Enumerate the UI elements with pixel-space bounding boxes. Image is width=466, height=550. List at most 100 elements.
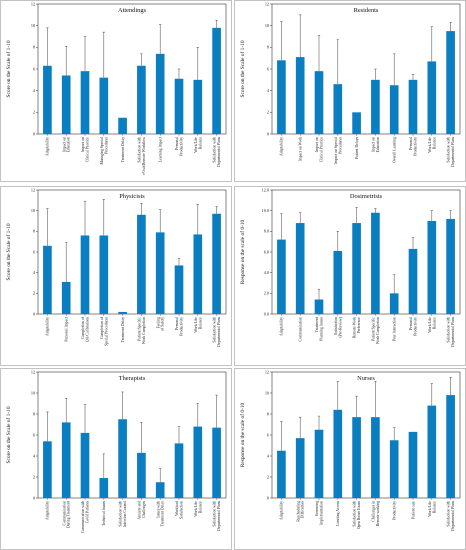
bar xyxy=(99,235,109,314)
y-tick-label: 2 xyxy=(33,110,35,115)
bar xyxy=(371,212,380,314)
bar xyxy=(352,112,361,134)
category-label: CommunicationDuring Treatment xyxy=(62,500,70,528)
y-tick-label: 2 xyxy=(33,474,35,479)
y-tick-label: 12 xyxy=(265,369,269,374)
category-label: ReschedulingDifficulties xyxy=(296,500,304,521)
y-tick-label: 8 xyxy=(267,45,269,50)
y-tick-label: 10 xyxy=(265,390,269,395)
y-tick-label: 8 xyxy=(267,411,269,416)
chart-title: Therapists xyxy=(119,375,146,382)
category-label: Impact onEducation xyxy=(62,137,70,152)
bar xyxy=(212,27,221,134)
category-label: Patient care xyxy=(411,501,415,519)
bar xyxy=(333,250,343,314)
category-label: Satisfaction withDepartmental Plans xyxy=(213,136,221,166)
chart-panel: Physicists 0 2 4 6 8 10 12 Score on the Scale of… xyxy=(0,186,232,366)
y-tick-label: 8 xyxy=(33,411,35,416)
y-tick-label: 6 xyxy=(33,432,35,437)
category-label: Patient Delays xyxy=(355,136,359,159)
bar xyxy=(118,419,127,498)
y-tick-label: 4 xyxy=(33,453,36,458)
chart-panel: Therapists 0 2 4 6 8 10 12 Score on the Scale of… xyxy=(0,368,232,550)
y-tick-label: 2 xyxy=(267,110,269,115)
category-label: Overall Learning xyxy=(393,137,397,163)
y-tick-label: 8.0 xyxy=(264,229,269,234)
bar xyxy=(446,218,455,314)
chart-panel: Residents 0 2 4 6 8 10 12 Score on the Scale of … xyxy=(234,0,466,182)
category-label: Impact onClinical Practice xyxy=(315,137,323,163)
category-label: Satisfaction withInfection Control xyxy=(119,501,127,527)
category-label: Technical Issues xyxy=(102,500,106,525)
category-label: Impact onEducation xyxy=(372,137,380,152)
bar xyxy=(446,395,455,498)
category-label: Issues withTreatment Delay xyxy=(156,501,164,527)
bar xyxy=(193,234,203,314)
bar xyxy=(333,84,343,134)
bar xyxy=(43,245,52,314)
bar xyxy=(427,61,437,134)
bar xyxy=(80,432,90,498)
category-label: Adaptability xyxy=(280,137,284,156)
category-label: Satisfaction withDepartmental Plans xyxy=(213,500,221,530)
category-label: Impact on SpecialProcedures xyxy=(334,136,342,164)
bar xyxy=(352,417,361,498)
bar xyxy=(389,440,399,498)
bar xyxy=(277,239,286,314)
y-axis-label: Response on the scale of 0-10 xyxy=(239,402,246,467)
bar xyxy=(61,422,71,498)
category-label: Satisfaction withDepartmental Plans xyxy=(447,136,455,166)
bar xyxy=(408,431,418,498)
bar xyxy=(295,57,305,135)
bar xyxy=(352,223,361,314)
chart-title: Dosimetrists xyxy=(350,193,383,200)
y-tick-label: 0 xyxy=(33,495,35,500)
y-tick-label: 10 xyxy=(31,208,35,213)
bar xyxy=(295,438,305,498)
category-label: Learning Impact xyxy=(159,136,163,162)
y-tick-label: 12 xyxy=(31,369,35,374)
category-label: Feelingof Safety xyxy=(156,317,164,331)
bar xyxy=(427,221,437,314)
category-label: Remote WorkPreference xyxy=(353,317,361,338)
y-tick-label: 4 xyxy=(33,270,36,275)
y-axis-label: Score on the Scale of 1-10 xyxy=(5,223,12,280)
bar xyxy=(277,60,286,135)
bar xyxy=(314,71,324,134)
category-label: Anxiety andChallenges xyxy=(138,500,146,519)
category-label: PersonalProductivity xyxy=(175,137,183,156)
bar xyxy=(155,232,165,314)
bar xyxy=(333,409,343,498)
y-tick-label: 0 xyxy=(267,131,269,136)
y-tick-label: 2.0 xyxy=(264,291,269,296)
y-tick-label: 6 xyxy=(267,432,269,437)
category-label: Peer Interaction xyxy=(393,317,397,341)
chart-title: Nurses xyxy=(357,375,375,382)
y-tick-label: 0.0 xyxy=(264,311,269,316)
bar xyxy=(314,299,324,314)
bar xyxy=(118,311,127,314)
category-label: Productivity xyxy=(393,501,397,520)
bar xyxy=(61,75,71,134)
y-tick-label: 6 xyxy=(267,66,269,71)
bar xyxy=(408,248,418,314)
category-label: Patient SpecificWork Completion xyxy=(138,317,146,345)
y-tick-label: 12 xyxy=(31,1,35,6)
y-tick-label: 4.0 xyxy=(264,270,269,275)
y-tick-label: 8 xyxy=(33,229,35,234)
bar xyxy=(212,427,221,498)
bar xyxy=(137,214,146,314)
y-axis-label: Response on the scale of 0-10 xyxy=(239,219,246,284)
y-tick-label: 12.0 xyxy=(262,187,269,192)
y-tick-label: 12 xyxy=(31,187,35,192)
bar xyxy=(174,265,184,314)
y-axis-label: Score on the Scale of 1-10 xyxy=(5,40,12,97)
bar xyxy=(371,417,380,498)
category-label: Satisfaction withDepartmental Plans xyxy=(447,500,455,530)
y-tick-label: 6 xyxy=(33,66,35,71)
bar xyxy=(277,450,286,498)
bar xyxy=(137,65,146,134)
category-label: Adaptability xyxy=(280,501,284,520)
category-label: Impact onClinical Practice xyxy=(81,137,89,163)
